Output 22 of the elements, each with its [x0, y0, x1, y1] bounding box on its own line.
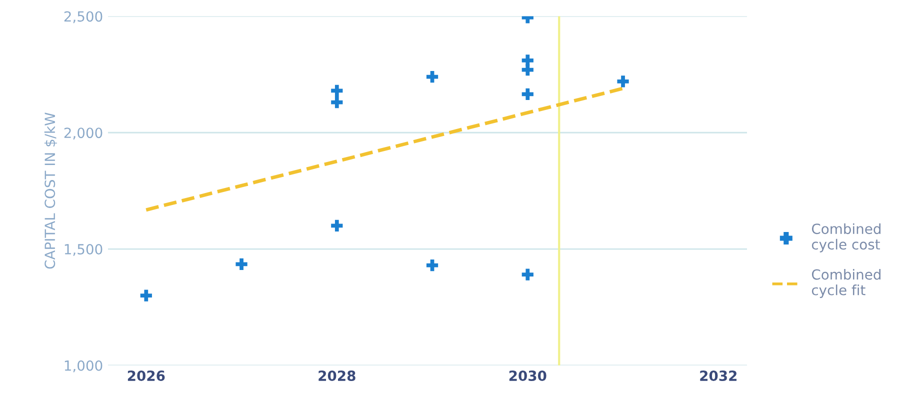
point	[331, 84, 343, 97]
y-tick-label: 2,500	[64, 11, 102, 24]
x-tick-label: 2032	[700, 370, 737, 382]
point	[331, 96, 343, 108]
y-axis-title: CAPITAL COST IN $/kW	[44, 112, 57, 269]
point	[236, 258, 248, 270]
y-tick-label: 1,000	[64, 360, 102, 372]
point	[522, 64, 534, 76]
x-tick-label: 2028	[318, 370, 356, 382]
x-tick-label: 2030	[509, 370, 546, 382]
point	[331, 220, 343, 232]
x-tick-label: 2026	[128, 370, 165, 382]
point	[522, 88, 534, 100]
legend-label: Combined cycle fit	[812, 268, 880, 298]
point	[617, 76, 629, 88]
point	[140, 290, 152, 302]
y-tick-label: 1,500	[64, 244, 102, 256]
point	[522, 268, 534, 280]
point	[426, 259, 438, 272]
legend-label: Combined cycle cost	[812, 223, 880, 252]
point	[426, 70, 438, 83]
y-tick-label: 2,000	[64, 128, 102, 140]
